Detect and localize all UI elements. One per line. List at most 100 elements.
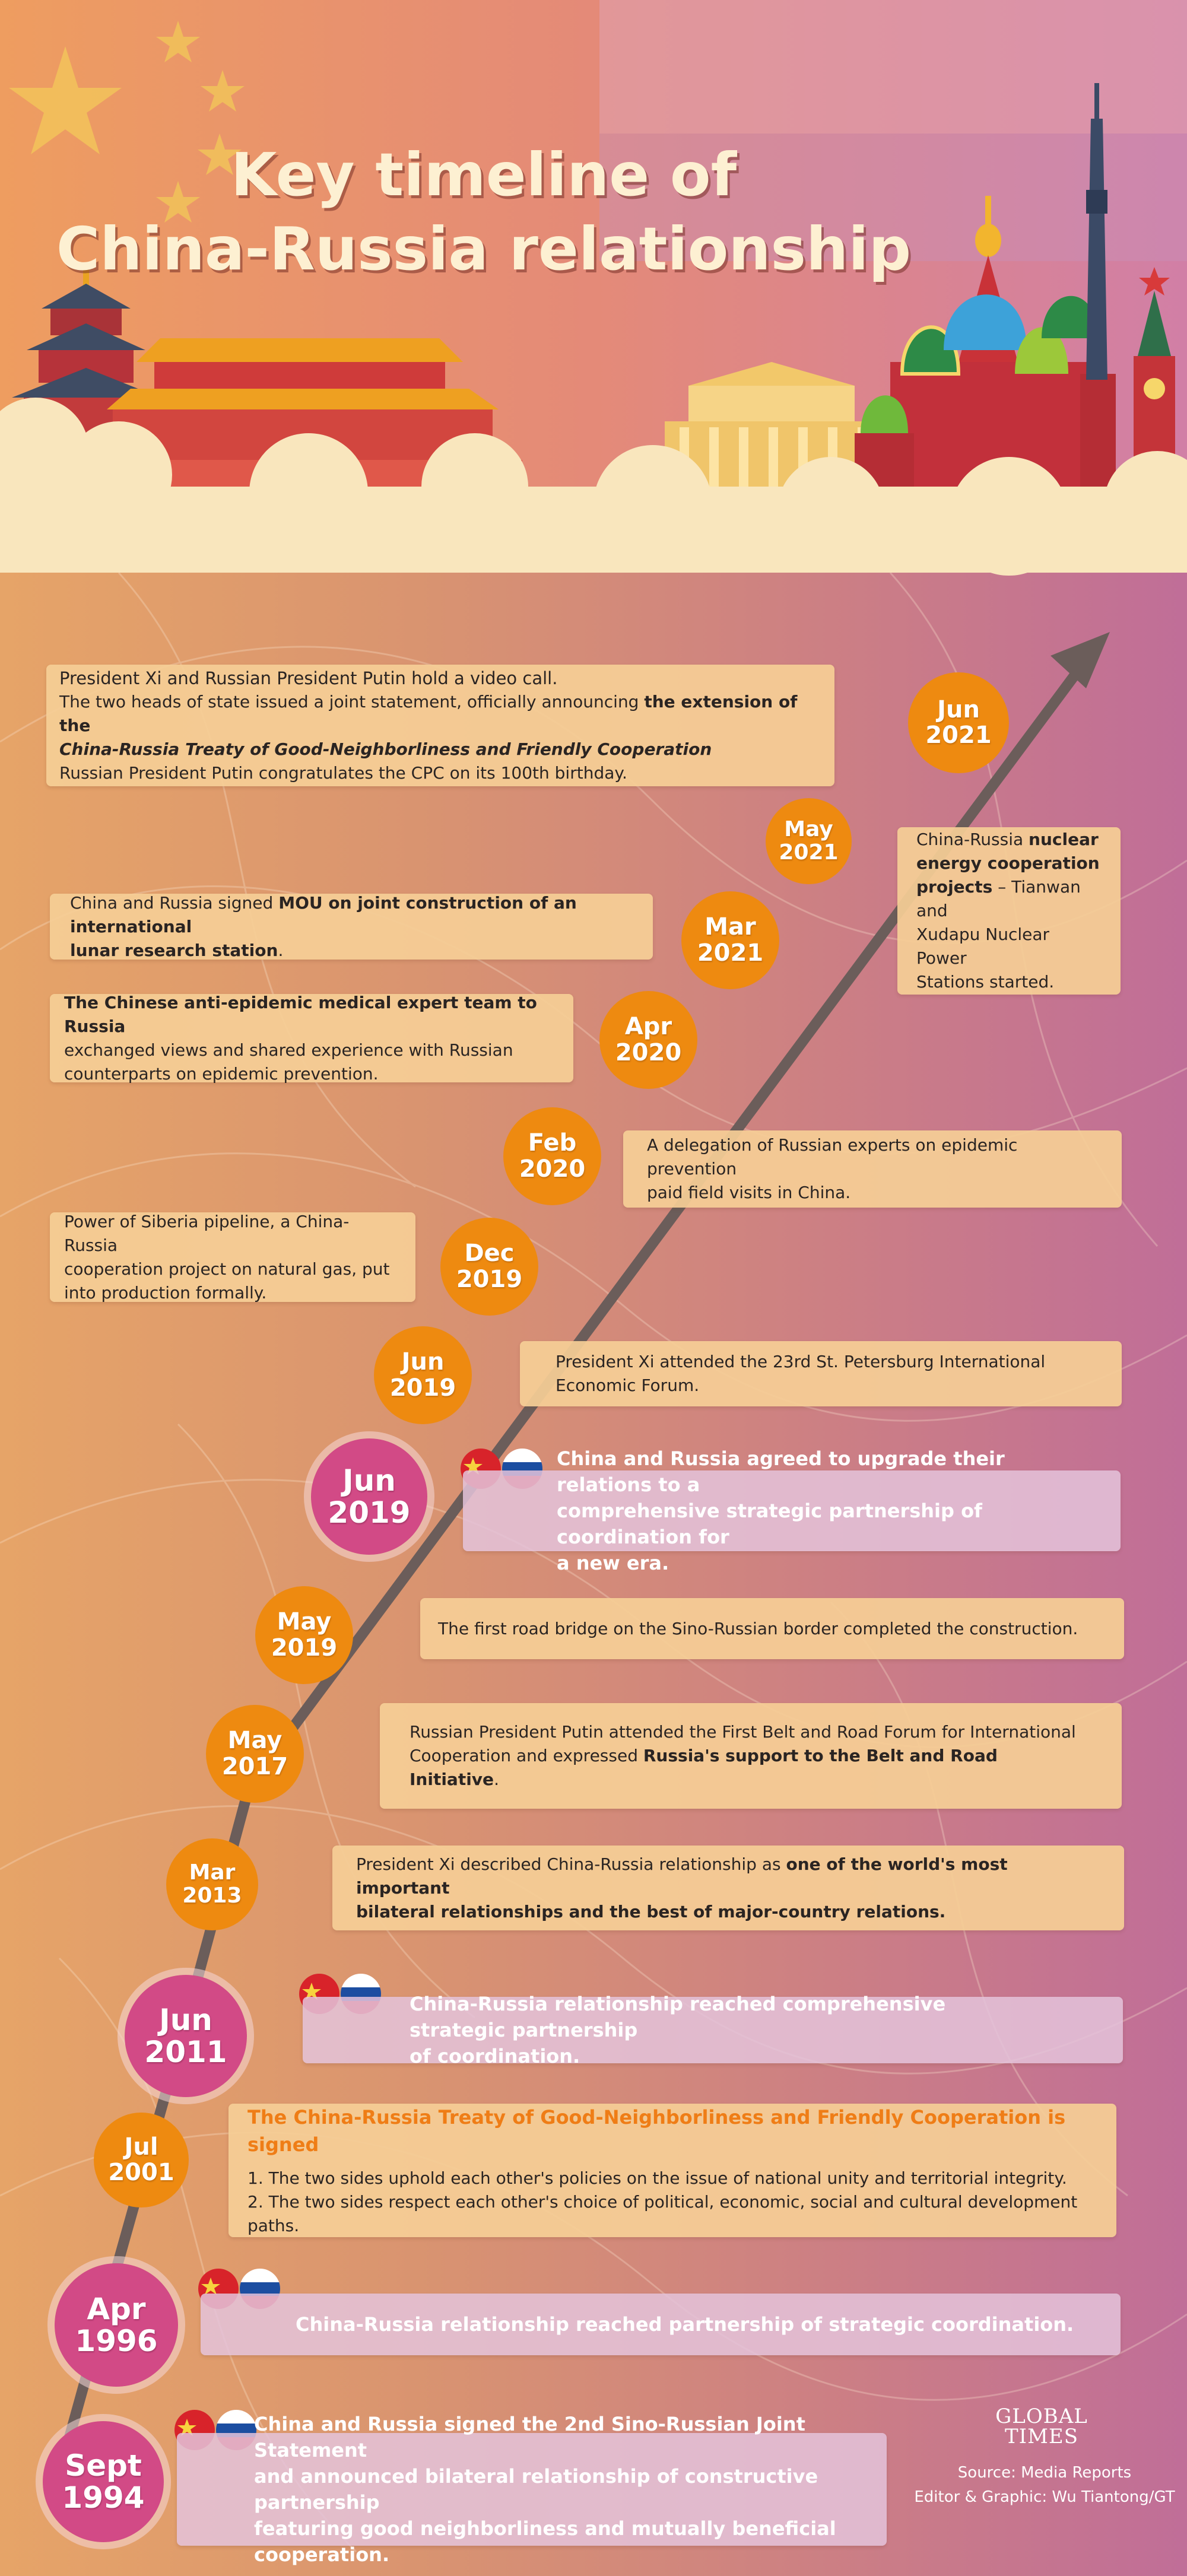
event-heading: The China-Russia Treaty of Good-Neighbor…: [247, 2105, 1066, 2156]
text-segment: China and Russia signed: [70, 892, 279, 913]
date-month: Dec: [464, 1240, 515, 1268]
event-text-line: Power of Siberia pipeline, a China-Russi…: [64, 1210, 401, 1257]
date-month: Jun: [401, 1348, 445, 1376]
event-text-line: Economic Forum.: [556, 1374, 1086, 1397]
event-text-line: exchanged views and shared experience wi…: [64, 1038, 559, 1062]
date-year: 1996: [75, 2324, 158, 2358]
date-badge: Apr 1996: [47, 2256, 185, 2394]
event-text-line: Xudapu Nuclear Power: [916, 923, 1102, 970]
date-month: Jun: [342, 1463, 396, 1498]
text-segment: MOU on joint construction of an internat…: [70, 892, 577, 936]
date-month: Mar: [704, 913, 756, 941]
date-month: May: [277, 1608, 332, 1636]
date-year: 2020: [519, 1155, 586, 1183]
text-segment: China-Russia relationship reached partne…: [296, 2313, 1074, 2336]
text-segment: a new era.: [557, 1552, 669, 1574]
text-segment: featuring good neighborliness and mutual…: [254, 2517, 836, 2566]
event-text-line: China and Russia agreed to upgrade their…: [557, 1446, 1027, 1498]
title-line-2: China-Russia relationship: [56, 214, 912, 284]
logo-line-2: TIMES: [1004, 2425, 1079, 2448]
event-text-line: President Xi described China-Russia rela…: [356, 1853, 1100, 1900]
date-month: Apr: [87, 2292, 146, 2326]
event-text-line: The Chinese anti-epidemic medical expert…: [64, 991, 559, 1038]
text-segment: Russian President Putin attended the Fir…: [410, 1722, 1076, 1742]
star-icons: [9, 21, 245, 223]
date-year: 2001: [108, 2159, 174, 2186]
text-segment: The two heads of state issued a joint st…: [59, 691, 645, 712]
text-segment: China and Russia agreed to upgrade their…: [557, 1447, 1005, 1496]
text-segment: President Xi described China-Russia rela…: [356, 1854, 786, 1874]
date-month: May: [784, 817, 833, 841]
date-badge: Feb 2020: [503, 1107, 601, 1205]
event-text-line: energy cooperation: [916, 852, 1102, 875]
event-text-line: China and Russia signed the 2nd Sino-Rus…: [254, 2411, 887, 2463]
event-text-line: China-Russia relationship reached partne…: [296, 2311, 1121, 2337]
event-text-line: China and Russia signed MOU on joint con…: [70, 891, 633, 939]
date-year: 2019: [456, 1265, 523, 1293]
date-year: 2019: [271, 1634, 338, 1662]
text-segment: projects: [916, 877, 993, 897]
date-year: 2017: [221, 1752, 288, 1780]
date-year: 2019: [389, 1374, 456, 1402]
text-segment: comprehensive strategic partnership of c…: [557, 1500, 982, 1548]
text-segment: Russia's support to the Belt and Road In…: [410, 1746, 998, 1789]
date-badge: Jun 2019: [304, 1431, 434, 1562]
event-text-line: counterparts on epidemic prevention.: [64, 1062, 559, 1086]
event-text-line: The first road bridge on the Sino-Russia…: [438, 1617, 1106, 1641]
event-card: Power of Siberia pipeline, a China-Russi…: [50, 1210, 415, 1303]
event-text-line: China-Russia nuclear: [916, 828, 1102, 852]
event-text-line: China-Russia Treaty of Good-Neighborline…: [59, 738, 821, 761]
event-card: President Xi and Russian President Putin…: [46, 665, 834, 786]
text-segment: energy cooperation: [916, 853, 1100, 873]
event-card: China and Russia signed the 2nd Sino-Rus…: [177, 2413, 887, 2566]
event-text-line: The two heads of state issued a joint st…: [59, 690, 821, 738]
global-times-logo: GLOBAL TIMES: [973, 2406, 1110, 2447]
text-segment: 2. The two sides respect each other's ch…: [247, 2191, 1078, 2235]
text-segment: 1. The two sides uphold each other's pol…: [247, 2168, 1067, 2188]
event-card: The China-Russia Treaty of Good-Neighbor…: [228, 2104, 1116, 2237]
date-badge: Sept 1994: [36, 2414, 171, 2549]
date-badge: Mar 2021: [681, 891, 779, 989]
date-month: Jul: [124, 2133, 158, 2161]
event-text-line: Russian President Putin attended the Fir…: [410, 1720, 1092, 1744]
text-segment: President Xi attended the 23rd St. Peter…: [556, 1352, 1046, 1371]
date-month: Feb: [528, 1129, 577, 1157]
date-badge: Jun 2019: [374, 1326, 472, 1424]
text-segment: exchanged views and shared experience wi…: [64, 1040, 513, 1060]
event-card: China and Russia signed MOU on joint con…: [50, 891, 653, 963]
event-text-line: and announced bilateral relationship of …: [254, 2463, 887, 2515]
event-card: China-Russia nuclear energy cooperation pr…: [897, 827, 1121, 995]
date-badge: Jun 2021: [908, 672, 1009, 773]
date-year: 1994: [62, 2480, 145, 2515]
event-card: China and Russia agreed to upgrade their…: [463, 1447, 1121, 1574]
event-text-line: lunar research station.: [70, 939, 633, 963]
event-text-line: Cooperation and expressed Russia's suppo…: [410, 1744, 1092, 1792]
event-card: A delegation of Russian experts on epide…: [623, 1130, 1122, 1208]
text-segment: Stations started.: [916, 972, 1055, 992]
event-text-line: A delegation of Russian experts on epide…: [647, 1133, 1098, 1181]
event-text-line: cooperation project on natural gas, put: [64, 1257, 401, 1281]
event-card: China-Russia relationship reached compre…: [303, 1993, 1123, 2067]
text-segment: President Xi and Russian President Putin…: [59, 668, 558, 688]
date-badge: May 2021: [766, 798, 852, 884]
text-segment: The Chinese anti-epidemic medical expert…: [64, 992, 537, 1036]
date-badge: Apr 2020: [599, 991, 697, 1089]
text-segment: China and Russia signed the 2nd Sino-Rus…: [254, 2413, 805, 2461]
event-card: President Xi attended the 23rd St. Peter…: [520, 1341, 1122, 1406]
text-segment: Russian President Putin congratulates th…: [59, 763, 627, 783]
text-segment: cooperation project on natural gas, put: [64, 1259, 390, 1279]
event-card: China-Russia relationship reached partne…: [201, 2294, 1121, 2355]
text-segment: China-Russia Treaty of Good-Neighborline…: [59, 739, 712, 759]
date-badge: May 2019: [255, 1586, 353, 1684]
date-month: Apr: [624, 1013, 672, 1041]
date-badge: Mar 2013: [166, 1838, 258, 1930]
credit-text: Editor & Graphic: Wu Tiantong/GT: [914, 2488, 1175, 2506]
date-badge: Dec 2019: [440, 1218, 538, 1316]
date-month: Mar: [189, 1860, 236, 1885]
text-segment: Power of Siberia pipeline, a China-Russi…: [64, 1211, 350, 1255]
ostankino-tower: [1086, 83, 1107, 380]
date-year: 2019: [328, 1495, 411, 1530]
event-text-line: Russian President Putin congratulates th…: [59, 761, 821, 785]
text-segment: and announced bilateral relationship of …: [254, 2465, 818, 2514]
